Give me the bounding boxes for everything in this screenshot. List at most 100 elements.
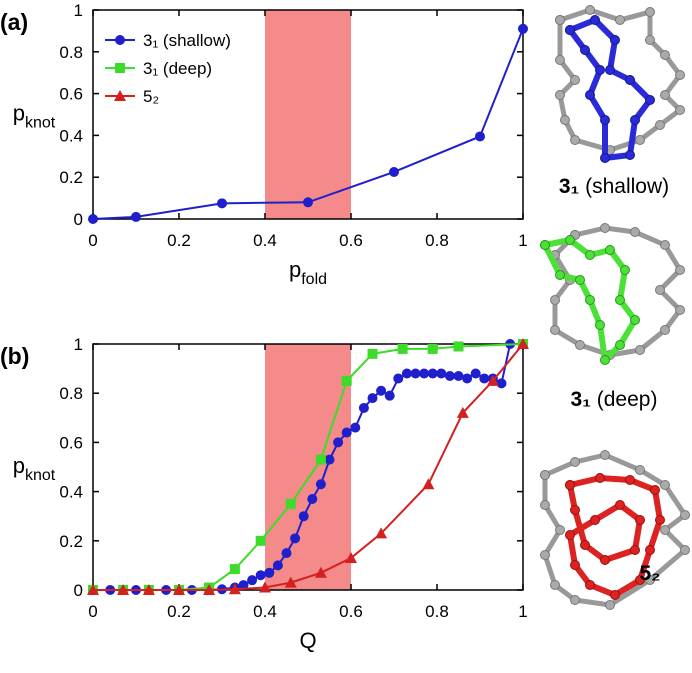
point xyxy=(384,390,395,401)
y-tick-label: 1 xyxy=(74,1,83,20)
point xyxy=(315,454,326,465)
point xyxy=(341,427,352,438)
y-tick-label: 1 xyxy=(74,335,83,354)
point xyxy=(303,197,313,208)
point xyxy=(87,584,99,595)
y-tick-label: 0.6 xyxy=(59,433,83,452)
label-subscript: knot xyxy=(25,467,56,484)
x-axis-label: Q xyxy=(299,628,316,653)
y-tick-label: 0 xyxy=(74,210,83,229)
point xyxy=(117,584,130,595)
point xyxy=(389,166,399,177)
point xyxy=(376,385,387,396)
plot-frame xyxy=(92,9,524,220)
structure-label: 3₁ (shallow) xyxy=(559,175,669,198)
highlight-band xyxy=(265,344,351,590)
y-tick-label: 0.2 xyxy=(59,532,83,551)
legend-label: 3₁ (shallow) xyxy=(143,31,231,50)
point xyxy=(422,478,435,490)
point xyxy=(410,368,421,379)
x-tick-label: 0.6 xyxy=(339,602,363,621)
point xyxy=(307,493,318,504)
label-main: p xyxy=(13,453,25,478)
label-subscript: knot xyxy=(25,115,56,132)
x-tick-label: 1 xyxy=(518,231,527,250)
y-tick-label: 0.2 xyxy=(59,168,83,187)
panel-label: (b) xyxy=(0,343,29,369)
y-tick-label: 0.6 xyxy=(59,85,83,104)
point xyxy=(475,131,485,142)
point xyxy=(203,584,216,595)
x-tick-label: 0.4 xyxy=(253,231,277,250)
point xyxy=(453,341,464,352)
point xyxy=(259,581,271,593)
structure-note: (deep) xyxy=(597,388,658,411)
point xyxy=(315,479,326,490)
point xyxy=(255,535,266,546)
point xyxy=(486,374,499,386)
x-tick-label: 0 xyxy=(88,602,97,621)
x-tick-label: 0.2 xyxy=(167,602,191,621)
point xyxy=(228,583,241,595)
y-tick-label: 0 xyxy=(74,581,83,600)
point xyxy=(358,402,369,413)
point xyxy=(284,576,297,588)
point xyxy=(281,548,292,559)
y-tick-label: 0.8 xyxy=(59,384,83,403)
x-tick-label: 0 xyxy=(88,231,97,250)
point xyxy=(436,368,447,379)
legend-label: 5₂ xyxy=(143,87,159,106)
point xyxy=(114,90,126,101)
point xyxy=(341,375,352,386)
legend-label: 3₁ (deep) xyxy=(143,59,212,78)
label-subscript: fold xyxy=(301,271,327,288)
point xyxy=(115,63,125,73)
point xyxy=(419,368,430,379)
y-tick-label: 0.4 xyxy=(59,126,83,145)
plot-frame xyxy=(92,343,524,591)
point xyxy=(367,348,378,359)
point xyxy=(456,406,469,418)
point xyxy=(298,511,309,522)
x-tick-label: 1 xyxy=(518,602,527,621)
structure-name: 3₁ xyxy=(571,388,591,411)
x-tick-label: 0.6 xyxy=(339,231,363,250)
point xyxy=(375,527,388,539)
x-tick-label: 0.8 xyxy=(425,602,449,621)
structure-52 xyxy=(540,450,690,610)
point xyxy=(285,498,296,509)
structure-shallow xyxy=(555,5,685,163)
y-axis-label: pknot xyxy=(13,453,56,484)
point xyxy=(217,198,227,209)
structure-note: (shallow) xyxy=(585,175,669,198)
point xyxy=(427,343,438,354)
structure-label: 3₁ (deep) xyxy=(571,388,658,411)
point xyxy=(247,575,258,586)
point xyxy=(393,373,404,384)
point xyxy=(462,373,473,384)
x-tick-label: 0.8 xyxy=(425,231,449,250)
point xyxy=(517,338,529,349)
point xyxy=(229,564,240,575)
x-tick-label: 0.2 xyxy=(167,231,191,250)
structure-name: 3₁ xyxy=(559,175,579,198)
point xyxy=(324,454,335,465)
label-main: p xyxy=(289,257,301,282)
point xyxy=(350,422,361,433)
point xyxy=(290,533,301,544)
point xyxy=(444,370,455,381)
structure-deep xyxy=(540,223,685,365)
point xyxy=(88,214,98,224)
point xyxy=(470,368,481,379)
label-main: Q xyxy=(299,628,316,653)
point xyxy=(453,370,464,381)
point xyxy=(496,378,507,389)
point xyxy=(427,368,438,379)
point xyxy=(345,552,357,564)
x-axis-label: pfold xyxy=(289,257,327,288)
panel-label: (a) xyxy=(0,9,28,35)
point xyxy=(142,584,155,595)
highlight-band xyxy=(265,10,351,219)
